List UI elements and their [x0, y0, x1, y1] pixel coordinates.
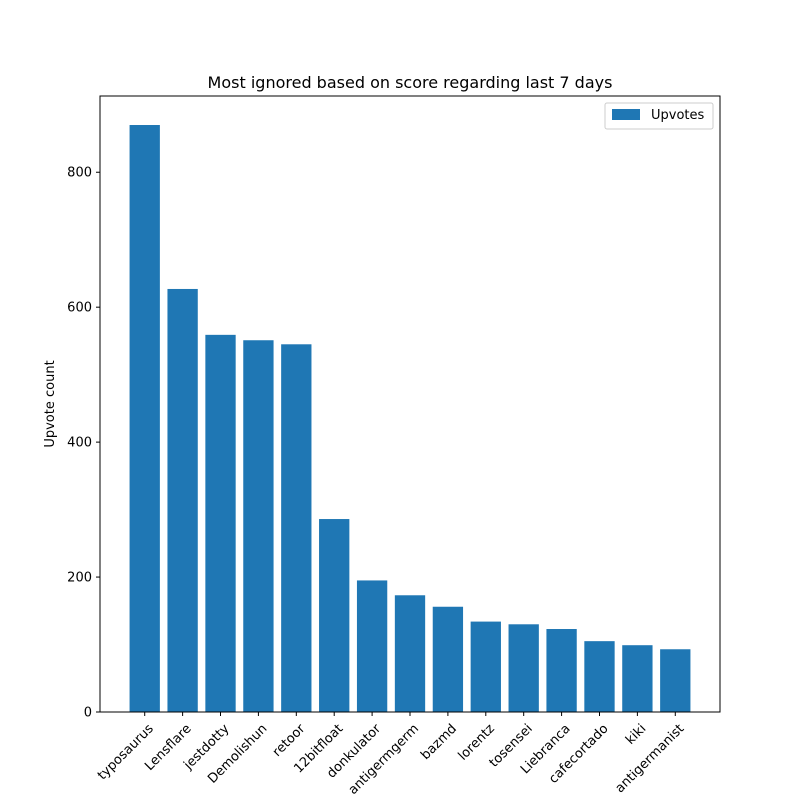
y-tick-label: 0 [84, 706, 92, 721]
legend-label: Upvotes [651, 108, 705, 123]
y-axis-label: Upvote count [43, 360, 58, 447]
bar-jestdotty [205, 334, 236, 712]
bar-typosaurus [129, 125, 160, 713]
y-tick-label: 800 [67, 166, 92, 181]
y-tick-label: 400 [67, 436, 92, 451]
plot-frame [99, 95, 721, 713]
bar-antigermanist [660, 649, 691, 712]
bar-Demolishun [243, 340, 274, 712]
chart-title: Most ignored based on score regarding la… [208, 73, 613, 92]
bar-retoor [281, 344, 312, 712]
y-tick-label: 200 [67, 571, 92, 586]
bar-bazmd [432, 606, 464, 712]
bar-donkulator [356, 580, 388, 712]
y-tick-label: 600 [67, 301, 92, 316]
bar-Lensflare [167, 288, 198, 712]
legend-swatch [612, 109, 640, 120]
bar-kiki [622, 645, 653, 712]
bar-12bitfloat [319, 519, 350, 712]
bar-lorentz [470, 621, 501, 712]
bars-layer [129, 125, 691, 713]
bar-antigermgerm [394, 595, 426, 712]
legend: Upvotes [604, 102, 714, 130]
bar-cafecortado [584, 641, 615, 712]
bar-tosensei [508, 624, 539, 712]
bar-Liebranca [546, 629, 577, 712]
